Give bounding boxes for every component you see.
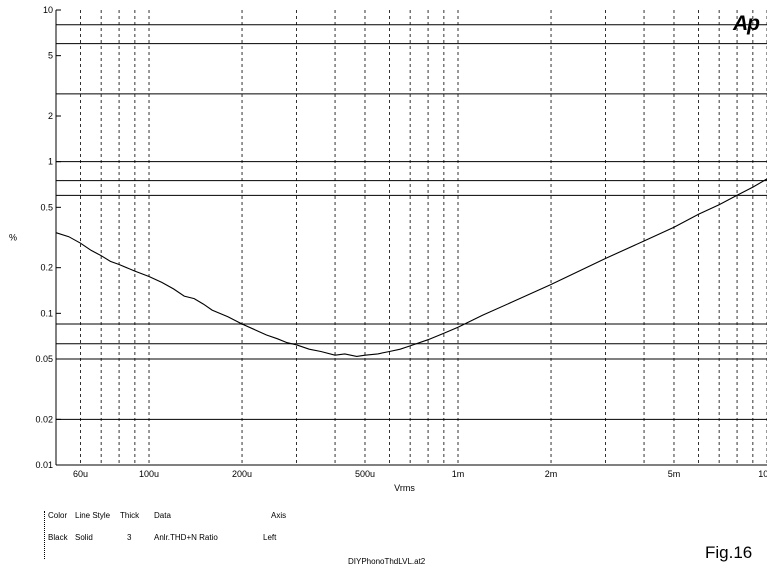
legend-cell-thick: 3 <box>127 533 132 542</box>
axis-frame <box>55 10 767 466</box>
series-layer <box>55 178 767 357</box>
y-tick-label: 0.5 <box>40 202 53 212</box>
y-tick-label: 0.02 <box>35 414 53 424</box>
thd-series-line <box>55 178 767 357</box>
file-name: DIYPhonoThdLVL.at2 <box>348 557 426 566</box>
y-tick-label: 0.01 <box>35 460 53 470</box>
legend-cell-data: Anlr.THD+N Ratio <box>154 533 218 542</box>
x-tick-label: 10m <box>758 469 767 479</box>
figure-label: Fig.16 <box>705 543 753 562</box>
legend-table: Color Line Style Thick Data Axis Black S… <box>44 511 345 559</box>
y-tick-label: 10 <box>43 5 53 15</box>
y-tick-label: 1 <box>48 157 53 167</box>
y-tick-label: 0.1 <box>40 308 53 318</box>
legend-header-line-style: Line Style <box>75 511 111 520</box>
legend-header-thick: Thick <box>120 511 140 520</box>
x-tick-label: 60u <box>73 469 88 479</box>
x-tick-label: 2m <box>545 469 558 479</box>
x-tick-label: 100u <box>139 469 159 479</box>
legend-cell-line-style: Solid <box>75 533 93 542</box>
legend-cell-axis: Left <box>263 533 277 542</box>
y-tick-label: 2 <box>48 111 53 121</box>
x-tick-label: 5m <box>668 469 681 479</box>
x-axis-label: Vrms <box>394 483 415 493</box>
y-tick-label: 5 <box>48 51 53 61</box>
ap-logo: Ap <box>733 12 760 35</box>
limit-lines <box>56 24 767 420</box>
y-axis-label: % <box>9 233 17 243</box>
grid-layer <box>80 10 767 465</box>
legend-cell-color: Black <box>48 533 68 542</box>
y-tick-label: 0.2 <box>40 263 53 273</box>
legend-header-color: Color <box>48 511 68 520</box>
x-tick-labels: 60u 100u 200u 500u 1m 2m 5m 10m <box>73 469 767 479</box>
legend-header-axis: Axis <box>271 511 287 520</box>
y-tick-label: 0.05 <box>35 354 53 364</box>
x-tick-label: 1m <box>452 469 465 479</box>
x-tick-label: 500u <box>355 469 375 479</box>
x-tick-label: 200u <box>232 469 252 479</box>
legend-header-data: Data <box>154 511 171 520</box>
y-tick-labels: 10 5 2 1 0.5 0.2 0.1 0.05 0.02 0.01 <box>35 5 61 470</box>
